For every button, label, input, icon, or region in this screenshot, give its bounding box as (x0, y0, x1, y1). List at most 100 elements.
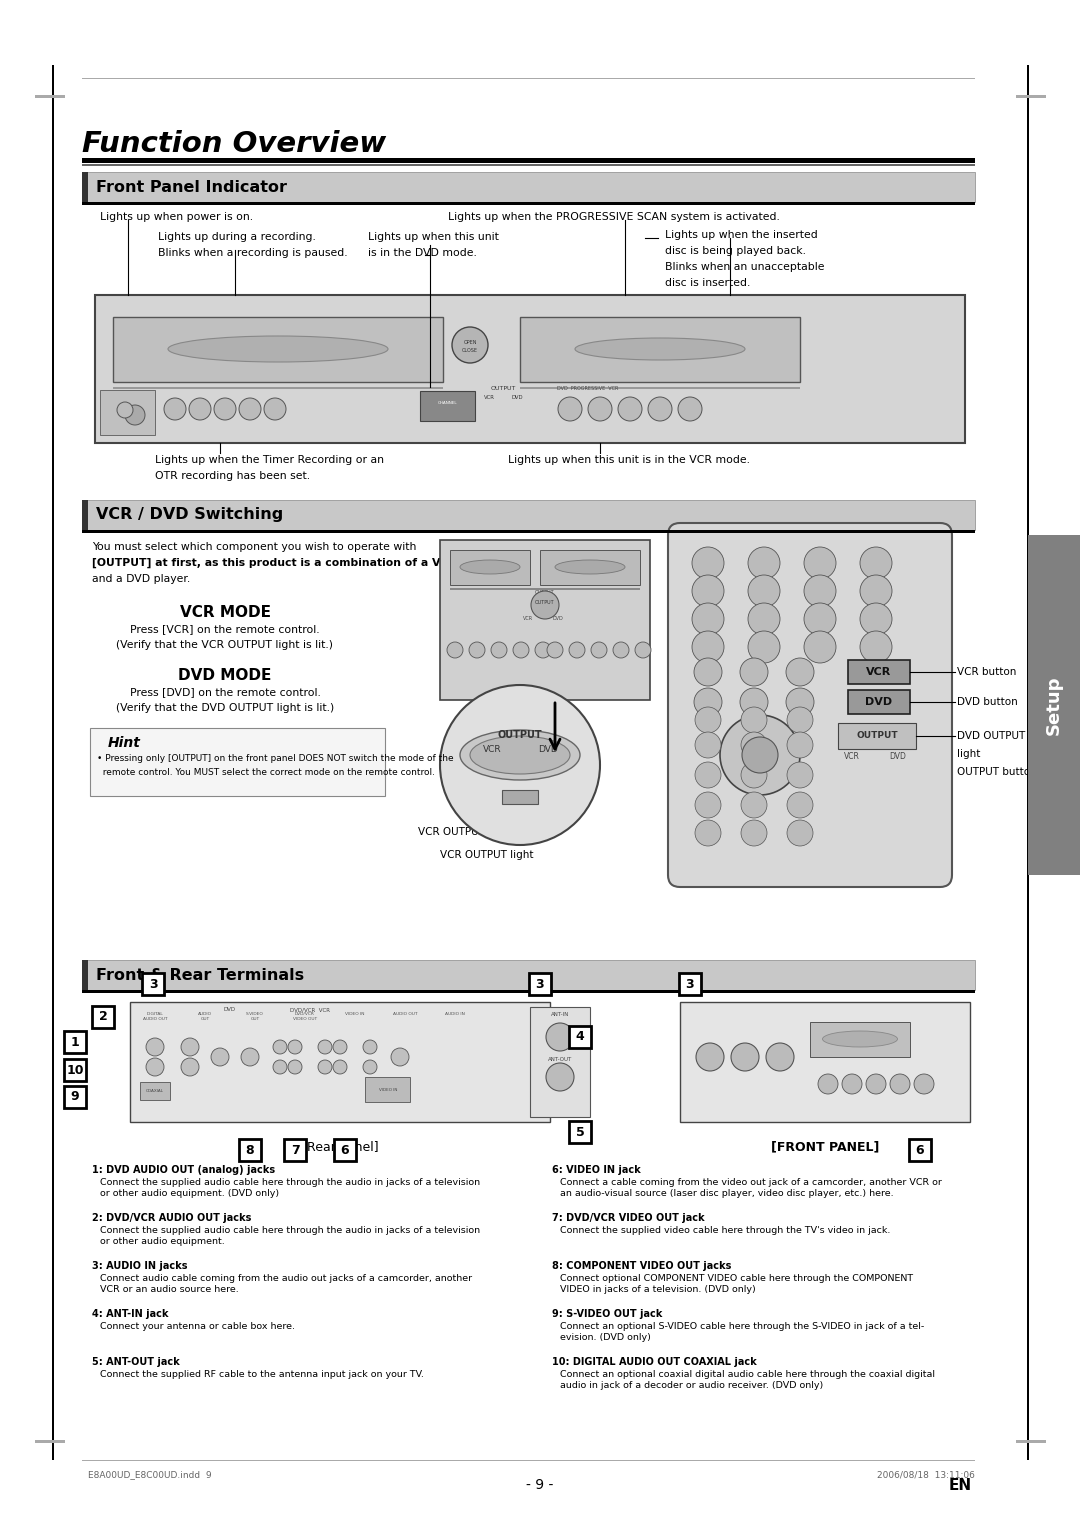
Circle shape (391, 1048, 409, 1067)
Text: Function Overview: Function Overview (82, 130, 387, 157)
Circle shape (692, 631, 724, 663)
Circle shape (189, 397, 211, 420)
Circle shape (696, 792, 721, 817)
Text: Lights up when power is on.: Lights up when power is on. (100, 212, 253, 222)
Text: 10: DIGITAL AUDIO OUT COAXIAL jack: 10: DIGITAL AUDIO OUT COAXIAL jack (552, 1357, 757, 1368)
Text: Lights up when this unit is in the VCR mode.: Lights up when this unit is in the VCR m… (508, 455, 750, 465)
Text: disc is inserted.: disc is inserted. (665, 278, 751, 287)
Circle shape (694, 659, 723, 686)
Circle shape (618, 397, 642, 422)
Text: 6: VIDEO IN jack: 6: VIDEO IN jack (552, 1164, 640, 1175)
Bar (82, 157, 975, 163)
Circle shape (804, 631, 836, 663)
Circle shape (787, 762, 813, 788)
Circle shape (613, 642, 629, 659)
Circle shape (535, 642, 551, 659)
Circle shape (692, 547, 724, 579)
Circle shape (273, 1041, 287, 1054)
Circle shape (786, 688, 814, 717)
Circle shape (786, 659, 814, 686)
Text: CHANNEL: CHANNEL (438, 400, 458, 405)
Text: DVD/VCR  VCR: DVD/VCR VCR (291, 1007, 330, 1012)
Circle shape (181, 1057, 199, 1076)
Circle shape (333, 1060, 347, 1074)
Text: DVD button: DVD button (957, 697, 1017, 707)
Circle shape (740, 688, 768, 717)
Text: - 9 -: - 9 - (526, 1478, 554, 1491)
Text: EN: EN (948, 1478, 972, 1493)
Circle shape (742, 736, 778, 773)
Bar (519, 316, 800, 382)
Circle shape (264, 397, 286, 420)
Text: Connect optional COMPONENT VIDEO cable here through the COMPONENT
VIDEO in jacks: Connect optional COMPONENT VIDEO cable h… (561, 1274, 913, 1294)
Bar (140, 1082, 170, 1100)
Circle shape (181, 1038, 199, 1056)
Text: VIDEO IN: VIDEO IN (379, 1088, 397, 1093)
Text: is in the DVD mode.: is in the DVD mode. (368, 248, 477, 258)
Text: 3: 3 (536, 978, 544, 990)
Text: VCR OUTPUT light: VCR OUTPUT light (418, 827, 512, 837)
Circle shape (748, 604, 780, 636)
Bar (82, 960, 87, 990)
Text: VCR MODE: VCR MODE (179, 605, 270, 620)
Circle shape (146, 1057, 164, 1076)
Bar (95, 295, 966, 443)
Bar (82, 163, 975, 167)
Circle shape (146, 1038, 164, 1056)
Bar (82, 500, 975, 530)
Text: DVD: DVD (538, 746, 558, 755)
Text: VCR: VCR (483, 746, 501, 755)
Circle shape (513, 642, 529, 659)
Circle shape (842, 1074, 862, 1094)
Text: Connect an optional coaxial digital audio cable here through the coaxial digital: Connect an optional coaxial digital audi… (561, 1371, 935, 1390)
Text: OUTPUT button: OUTPUT button (957, 767, 1037, 778)
Circle shape (787, 732, 813, 758)
Circle shape (469, 642, 485, 659)
Circle shape (741, 762, 767, 788)
Text: 4: 4 (576, 1030, 584, 1044)
Bar (64, 1059, 86, 1080)
Circle shape (860, 547, 892, 579)
Text: OTR recording has been set.: OTR recording has been set. (156, 471, 310, 481)
Bar (1016, 95, 1047, 98)
Text: VIDEO IN: VIDEO IN (346, 1012, 365, 1016)
Ellipse shape (575, 338, 745, 361)
Text: Lights up when the Timer Recording or an: Lights up when the Timer Recording or an (156, 455, 384, 465)
Text: DVD MODE: DVD MODE (178, 668, 272, 683)
Circle shape (804, 547, 836, 579)
Circle shape (914, 1074, 934, 1094)
Text: DVD: DVD (224, 1007, 237, 1012)
FancyBboxPatch shape (669, 523, 951, 886)
Text: Connect a cable coming from the video out jack of a camcorder, another VCR or
an: Connect a cable coming from the video ou… (561, 1178, 942, 1198)
Bar (502, 790, 538, 804)
Circle shape (692, 575, 724, 607)
Text: [Rear Panel]: [Rear Panel] (301, 1140, 378, 1154)
Text: and a DVD player.: and a DVD player. (92, 575, 190, 584)
Text: VCR: VCR (866, 668, 892, 677)
Text: 5: ANT-OUT jack: 5: ANT-OUT jack (92, 1357, 179, 1368)
Circle shape (860, 604, 892, 636)
Text: AUDIO
OUT: AUDIO OUT (198, 1012, 212, 1021)
Circle shape (363, 1041, 377, 1054)
Circle shape (569, 642, 585, 659)
Circle shape (635, 642, 651, 659)
Circle shape (696, 762, 721, 788)
Circle shape (787, 792, 813, 817)
Circle shape (491, 642, 507, 659)
Circle shape (804, 604, 836, 636)
Text: Lights up when the PROGRESSIVE SCAN system is activated.: Lights up when the PROGRESSIVE SCAN syst… (448, 212, 780, 222)
Text: 4: ANT-IN jack: 4: ANT-IN jack (92, 1309, 168, 1319)
Text: disc is being played back.: disc is being played back. (665, 246, 806, 257)
Text: Connect audio cable coming from the audio out jacks of a camcorder, another
VCR : Connect audio cable coming from the audi… (100, 1274, 472, 1294)
Circle shape (125, 405, 145, 425)
Circle shape (741, 707, 767, 733)
Circle shape (318, 1041, 332, 1054)
Circle shape (692, 604, 724, 636)
Bar (680, 1002, 970, 1122)
Bar (530, 1007, 590, 1117)
Bar (52, 66, 54, 1459)
Circle shape (804, 575, 836, 607)
Text: VCR button: VCR button (957, 668, 1016, 677)
Text: VCR: VCR (845, 752, 860, 761)
Bar (82, 173, 975, 202)
